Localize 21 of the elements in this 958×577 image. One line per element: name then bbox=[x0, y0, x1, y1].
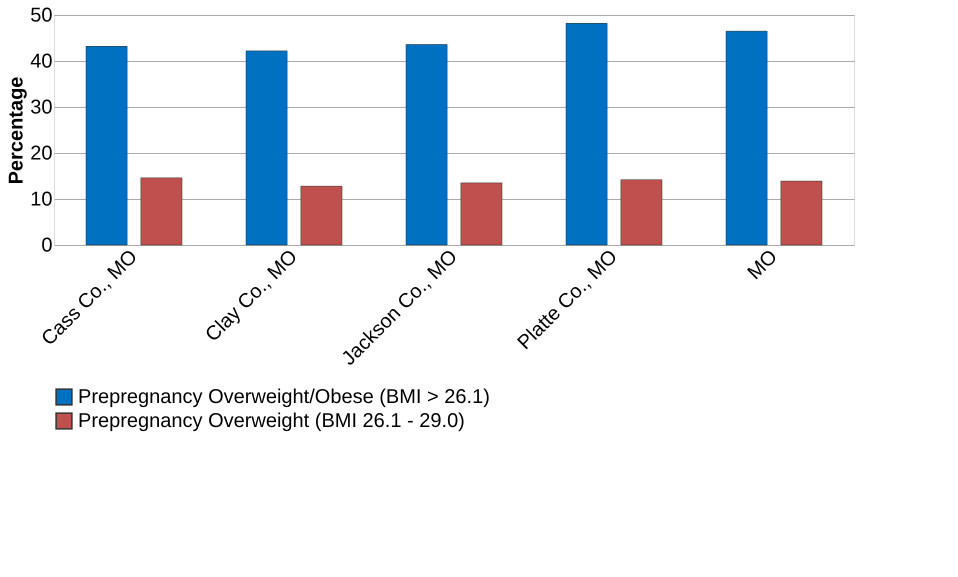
bar bbox=[406, 44, 448, 246]
x-tick-label: MO bbox=[743, 246, 782, 284]
y-tick-label: 40 bbox=[30, 50, 52, 72]
bar bbox=[300, 186, 342, 246]
bar bbox=[726, 30, 768, 246]
y-tick-label: 50 bbox=[30, 4, 52, 26]
y-tick-label: 20 bbox=[30, 142, 52, 164]
y-tick-label: 10 bbox=[30, 188, 52, 210]
bar bbox=[246, 50, 288, 246]
bar bbox=[140, 178, 182, 246]
legend-label: Prepregnancy Overweight (BMI 26.1 - 29.0) bbox=[78, 410, 465, 432]
x-tick-label: Clay Co., MO bbox=[201, 246, 302, 346]
bar bbox=[620, 179, 662, 246]
y-axis-title: Percentage bbox=[5, 76, 28, 184]
y-tick-label: 30 bbox=[30, 96, 52, 118]
bar bbox=[460, 182, 502, 246]
y-tick-label: 0 bbox=[41, 234, 52, 256]
bar bbox=[780, 180, 822, 246]
bar bbox=[566, 23, 608, 246]
legend-label: Prepregnancy Overweight/Obese (BMI > 26.1) bbox=[78, 386, 490, 408]
bar bbox=[86, 46, 128, 246]
